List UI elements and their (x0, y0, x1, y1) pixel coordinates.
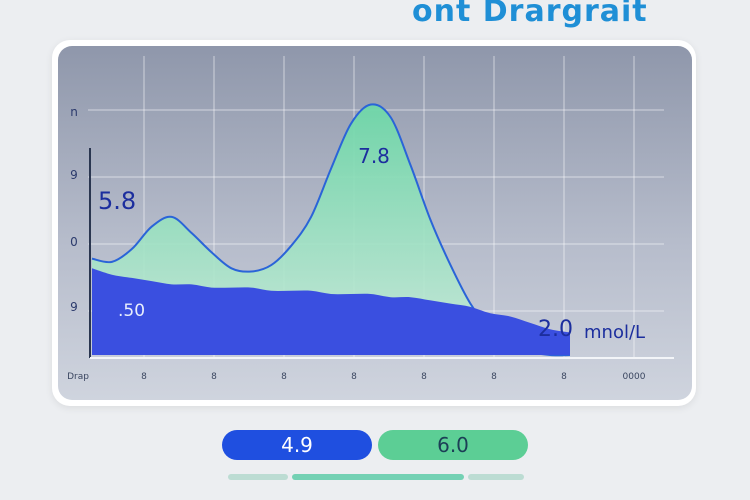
value-pill-left[interactable]: 4.9 (222, 430, 372, 460)
x-tick-label-1: 8 (141, 372, 147, 382)
x-tick-label-4: 8 (351, 372, 357, 382)
x-tick-label-6: 8 (491, 372, 497, 382)
annotation-2: .50 (118, 301, 145, 321)
area-chart: n 9 0 9 Drap 8 8 8 8 8 8 8 0000 5.8 7.8 .50 2.0 mnol/L (67, 56, 674, 382)
x-tick-label-5: 8 (421, 372, 427, 382)
x-tick-label-2: 8 (211, 372, 217, 382)
x-tick-label-8: 0000 (623, 372, 646, 382)
y-tick-label-0: n (70, 105, 78, 119)
y-tick-label-3: 9 (70, 300, 78, 314)
y-tick-label-2: 0 (70, 235, 78, 249)
x-tick-label-3: 8 (281, 372, 287, 382)
x-tick-label-0: Drap (67, 372, 89, 382)
annotation-0: 5.8 (98, 187, 136, 215)
progress-segment-1 (228, 474, 288, 480)
value-pill-right[interactable]: 6.0 (378, 430, 528, 460)
series-blue-area (92, 268, 570, 355)
y-tick-label-1: 9 (70, 168, 78, 182)
annotation-3: 2.0 (538, 317, 573, 342)
chart-panel: n 9 0 9 Drap 8 8 8 8 8 8 8 0000 5.8 7.8 .50 2.0 mnol/L (58, 46, 692, 400)
annotation-1: 7.8 (358, 144, 390, 168)
page-title: ont Drargrait (412, 0, 648, 29)
annotation-4: mnol/L (584, 322, 645, 343)
progress-segment-2 (292, 474, 464, 480)
x-tick-label-7: 8 (561, 372, 567, 382)
progress-segment-3 (468, 474, 524, 480)
